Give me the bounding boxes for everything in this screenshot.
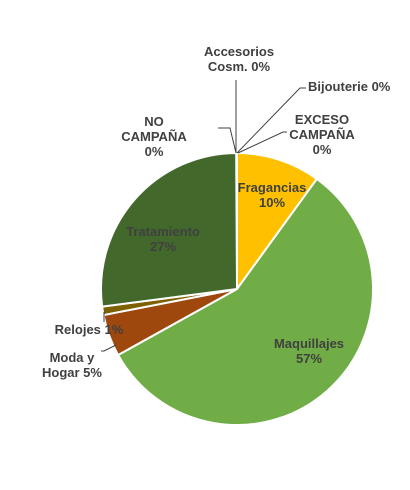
pie-slice-tratamiento [100, 151, 239, 308]
data-label-tratamiento: Tratamiento 27% [126, 224, 200, 254]
data-label-no-campana: NO CAMPAÑA 0% [121, 114, 187, 159]
leader-line-moda-y-hogar [101, 344, 117, 352]
data-label-moda-y-hogar: Moda y Hogar 5% [42, 350, 102, 380]
data-labels-layer: Fragancias 10% Maquillajes 57% Moda y Hogar 5… [42, 44, 391, 380]
data-label-bijouterie: Bijouterie 0% [308, 79, 391, 94]
data-label-accesorios-cosm: Accesorios Cosm. 0% [204, 44, 274, 74]
leader-line-no-campana [218, 127, 237, 154]
leader-lines-layer [101, 80, 306, 352]
data-label-relojes: Relojes 1% [55, 322, 124, 337]
data-label-maquillajes: Maquillajes 57% [274, 336, 344, 366]
data-label-fragancias: Fragancias 10% [238, 180, 307, 210]
leader-line-bijouterie [236, 87, 306, 154]
pie-slice-maquillajes [116, 177, 374, 427]
data-label-exceso-campana: EXCESO CAMPAÑA 0% [289, 112, 355, 157]
leader-line-exceso-campana [237, 131, 287, 154]
